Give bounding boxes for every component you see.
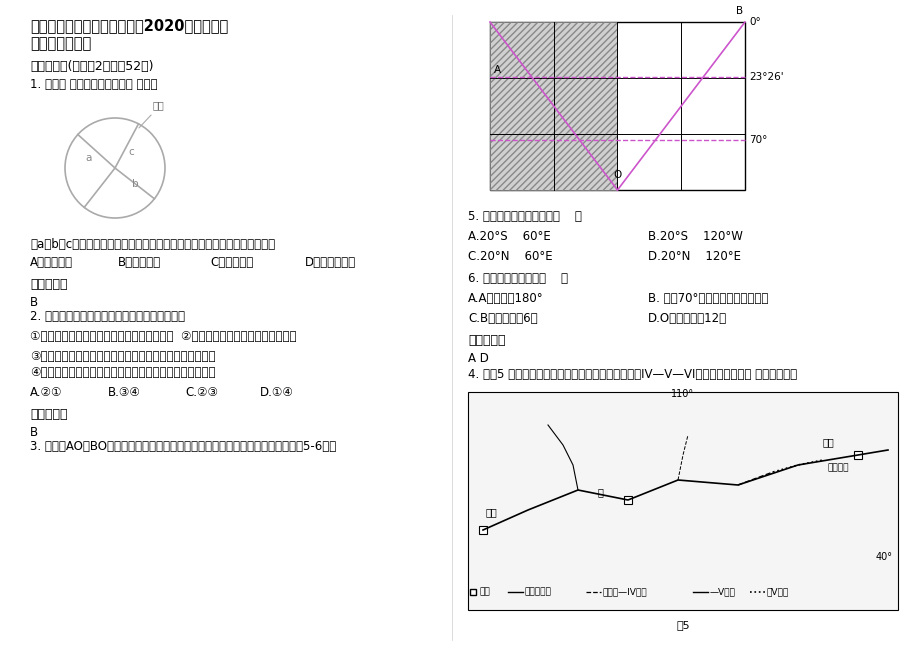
Text: 23°26': 23°26' [748,72,783,83]
Text: ③在内蒙古高原东部和北部，逐步实行退耕还牧、退耕还草: ③在内蒙古高原东部和北部，逐步实行退耕还牧、退耕还草 [30,350,215,363]
Text: 70°: 70° [748,135,766,145]
Bar [468,392,897,610]
Text: c: c [128,147,134,157]
Text: A.②①: A.②① [30,386,62,399]
Text: A D: A D [468,352,488,365]
Text: D.O地地方时是12点: D.O地地方时是12点 [647,312,726,325]
Text: B. 南纬70°及其以南地区出现极昼: B. 南纬70°及其以南地区出现极昼 [647,292,767,305]
Text: 若a、b、c分别代表工业区位因素中的原料、能源和市场，则图示工业部门是: 若a、b、c分别代表工业区位因素中的原料、能源和市场，则图示工业部门是 [30,238,275,251]
Bar [853,451,861,459]
Text: 0°: 0° [748,17,760,27]
Bar [479,526,486,534]
Bar [490,22,744,190]
Text: 图5: 图5 [675,620,689,630]
Text: C.B地地方时是6点: C.B地地方时是6点 [468,312,537,325]
Text: 一、选择题(每小题2分，共52分): 一、选择题(每小题2分，共52分) [30,60,153,73]
Text: 劣V类水: 劣V类水 [766,587,789,596]
Text: B.20°S    120°W: B.20°S 120°W [647,230,742,243]
Text: B: B [30,426,38,439]
Text: 参考答案：: 参考答案： [468,334,505,347]
Text: B．制糖工业: B．制糖工业 [118,256,161,269]
Text: 四川省广安市岳池县石垭中学2020年高三地理: 四川省广安市岳池县石垭中学2020年高三地理 [30,18,228,33]
Text: 4. 读图5 黄河干支流部分河段水质状况分布图（图中IV—V—VI，水质从优到劣） ，完成下题。: 4. 读图5 黄河干支流部分河段水质状况分布图（图中IV—V—VI，水质从优到劣… [468,368,796,381]
Text: D．服装加工业: D．服装加工业 [305,256,356,269]
Text: A.20°S    60°E: A.20°S 60°E [468,230,550,243]
Text: 40°: 40° [875,552,892,562]
Text: a: a [85,153,92,163]
Text: O: O [613,170,621,180]
Text: 参考答案：: 参考答案： [30,408,67,421]
Text: B: B [735,6,743,16]
Text: 3. 下图中AO和BO为昏晨线，阴影所在的经度范围与全球其他地区日期不同。读图5-6题。: 3. 下图中AO和BO为昏晨线，阴影所在的经度范围与全球其他地区日期不同。读图5… [30,440,335,453]
Text: 银川: 银川 [485,507,497,517]
Text: 110°: 110° [671,389,694,399]
Text: D.①④: D.①④ [260,386,293,399]
Text: A.A地经度是180°: A.A地经度是180° [468,292,543,305]
Text: 参考答案：: 参考答案： [30,278,67,291]
Text: C．航天工业: C．航天工业 [210,256,253,269]
Text: 城市: 城市 [480,587,490,596]
Text: ④在长江中下游地区种植水稻、小麦、棉花、油菜等农作物: ④在长江中下游地区种植水稻、小麦、棉花、油菜等农作物 [30,366,215,379]
Text: 2. 下列能正确反映我国农业地域性特点的例子是: 2. 下列能正确反映我国农业地域性特点的例子是 [30,310,185,323]
Text: 5. 此时太阳直射点的坐标（    ）: 5. 此时太阳直射点的坐标（ ） [468,210,581,223]
Text: A: A [494,66,501,76]
Text: A．炼铝工业: A．炼铝工业 [30,256,73,269]
Text: B: B [30,296,38,309]
Text: 6. 下列叙述错误的是（    ）: 6. 下列叙述错误的是（ ） [468,272,567,285]
Text: ①在松嫩平原一带大力发展排橘、香蕉等水果  ②在南方山地、丘陵大规模开垦梯田: ①在松嫩平原一带大力发展排橘、香蕉等水果 ②在南方山地、丘陵大规模开垦梯田 [30,330,296,343]
Text: D.20°N    120°E: D.20°N 120°E [647,250,740,263]
Text: 未监测—IV类水: 未监测—IV类水 [602,587,647,596]
Text: 1. 读下图 区位因素构成示意图 ，完成: 1. 读下图 区位因素构成示意图 ，完成 [30,78,157,91]
Text: 铜: 铜 [597,487,603,497]
Text: 联考试题含解析: 联考试题含解析 [30,36,91,51]
Text: b: b [131,179,138,189]
Text: 头道: 头道 [823,437,834,447]
Text: 其他: 其他 [153,100,165,110]
Text: 呼和浩特: 呼和浩特 [827,463,848,472]
Text: C.②③: C.②③ [185,386,218,399]
Bar [490,22,617,190]
Bar [623,496,631,504]
Text: B.③④: B.③④ [108,386,141,399]
Text: —V类水: —V类水 [709,587,735,596]
Text: C.20°N    60°E: C.20°N 60°E [468,250,552,263]
Text: 支流或渠坝: 支流或渠坝 [525,587,551,596]
